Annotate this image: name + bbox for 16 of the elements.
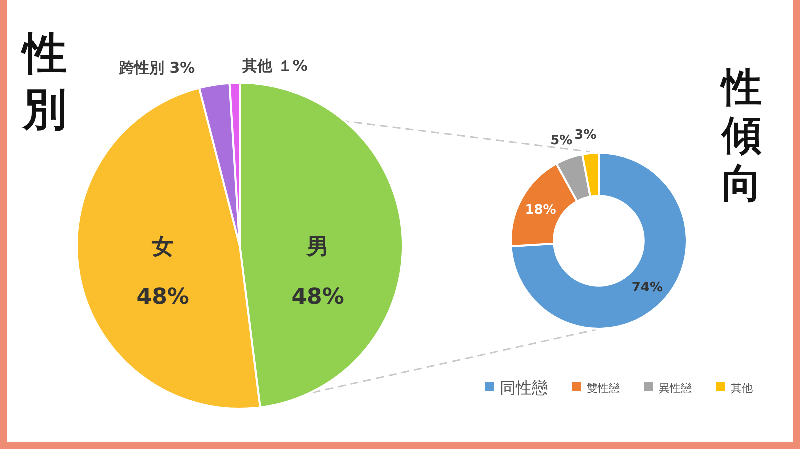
slice-label: 女 [151,235,174,260]
slice-label: 其他 １% [242,56,308,75]
slice-label: 男 [306,235,330,260]
legend-label: 其他 [731,382,753,395]
legend-label: 同性戀 [500,378,548,398]
data-label: 48% [136,285,190,310]
data-label: 18% [525,202,556,218]
chart-title: 性傾向 [720,65,762,206]
data-label: 74% [632,280,663,296]
data-label: 3% [574,128,597,143]
slice-label: 跨性別 3% [118,58,196,77]
legend-label: 雙性戀 [587,382,620,395]
data-label: 5% [550,133,573,148]
data-label: 48% [292,285,344,310]
chart-title: 性別 [20,30,67,135]
legend-label: 異性戀 [659,382,692,395]
